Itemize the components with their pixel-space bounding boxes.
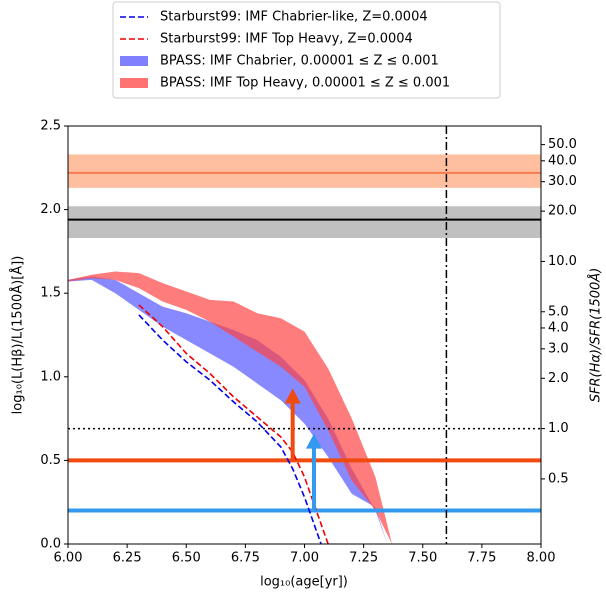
x-tick-label: 7.00 [290, 551, 319, 566]
y2-tick-label: 4.0 [548, 320, 569, 335]
y2-tick-label: 0.5 [548, 471, 569, 486]
y-tick-label: 2.5 [40, 119, 61, 134]
y2-axis-label: SFR(Hα)/SFR(1500Å) [588, 268, 604, 403]
series-band [68, 271, 393, 544]
x-tick-label: 7.25 [349, 551, 378, 566]
y2-tick-label: 5.0 [548, 304, 569, 319]
legend-label: BPASS: IMF Chabrier, 0.00001 ≤ Z ≤ 0.001 [160, 54, 439, 69]
x-tick-label: 8.00 [527, 551, 556, 566]
x-tick-label: 6.75 [231, 551, 260, 566]
legend-swatch [120, 78, 148, 88]
x-tick-label: 7.75 [467, 551, 496, 566]
series-line [138, 304, 329, 544]
reference-band [68, 206, 541, 239]
x-tick-label: 6.00 [54, 551, 83, 566]
y2-tick-label: 50.0 [548, 137, 577, 152]
y-tick-label: 0.0 [40, 537, 61, 552]
arrow-head [305, 433, 322, 449]
y-axis-label: log₁₀(L(Hβ)/L(1500Å)[Å]) [10, 256, 26, 415]
legend [112, 1, 501, 99]
y2-tick-label: 2.0 [548, 371, 569, 386]
x-axis-label: log₁₀(age[yr]) [260, 575, 348, 590]
y2-tick-label: 30.0 [548, 174, 577, 189]
y-tick-label: 0.5 [40, 453, 61, 468]
y2-tick-label: 10.0 [548, 254, 577, 269]
y2-tick-label: 40.0 [548, 153, 577, 168]
y-tick-label: 2.0 [40, 202, 61, 217]
reference-band [68, 154, 541, 188]
y2-tick-label: 3.0 [548, 341, 569, 356]
legend-swatch [120, 56, 148, 66]
series-line [138, 314, 322, 544]
x-tick-label: 6.25 [113, 551, 142, 566]
legend-label: Starburst99: IMF Top Heavy, Z=0.0004 [160, 32, 413, 47]
x-tick-label: 6.50 [172, 551, 201, 566]
y-tick-label: 1.5 [40, 286, 61, 301]
legend-label: BPASS: IMF Top Heavy, 0.00001 ≤ Z ≤ 0.00… [160, 76, 450, 91]
plot-area [68, 126, 541, 544]
x-tick-label: 7.50 [408, 551, 437, 566]
arrow-head [284, 388, 301, 404]
y2-tick-label: 20.0 [548, 204, 577, 219]
y2-tick-label: 1.0 [548, 421, 569, 436]
y-tick-label: 1.0 [40, 369, 61, 384]
legend-label: Starburst99: IMF Chabrier-like, Z=0.0004 [160, 10, 428, 25]
